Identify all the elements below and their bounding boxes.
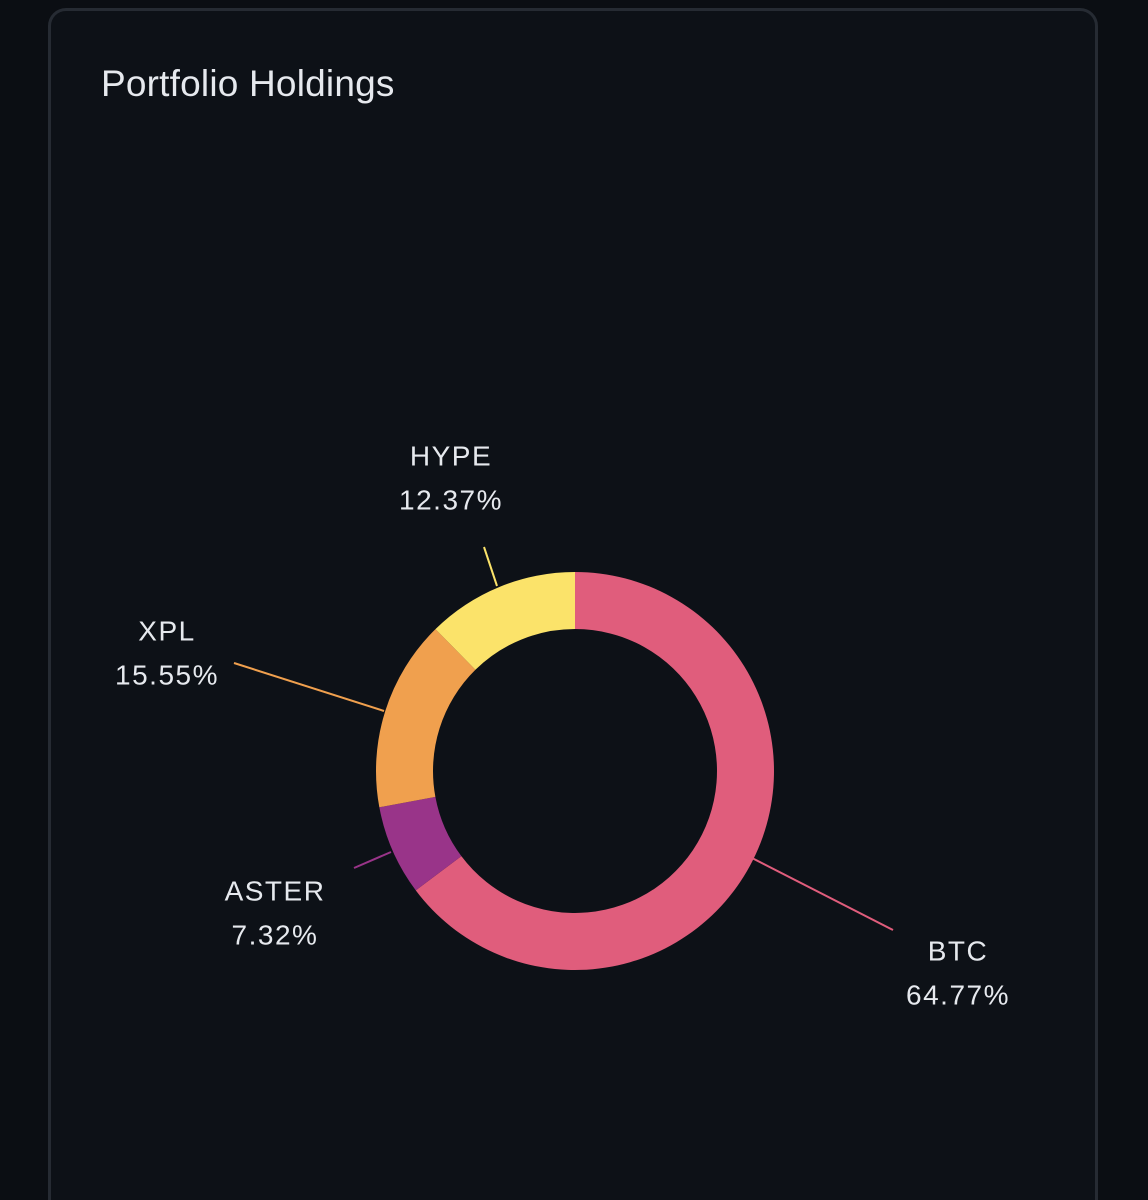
- slice-percent-label: 12.37%: [399, 484, 503, 515]
- slice-btc[interactable]: [415, 572, 774, 970]
- leader-line-btc: [751, 857, 894, 931]
- slice-xpl[interactable]: [375, 629, 476, 808]
- slice-percent-label: 7.32%: [232, 919, 319, 950]
- slice-name-label: XPL: [138, 615, 195, 646]
- slice-aster[interactable]: [379, 796, 462, 891]
- slice-percent-label: 64.77%: [906, 979, 1010, 1010]
- leader-line-hype: [483, 546, 498, 587]
- card-title: Portfolio Holdings: [101, 63, 395, 104]
- slice-hype[interactable]: [435, 572, 575, 670]
- slice-name-label: HYPE: [410, 440, 492, 471]
- leader-line-xpl: [233, 662, 385, 712]
- leader-line-aster: [353, 851, 392, 869]
- slice-percent-label: 15.55%: [115, 659, 219, 690]
- slice-name-label: ASTER: [225, 875, 326, 906]
- slice-name-label: BTC: [928, 935, 989, 966]
